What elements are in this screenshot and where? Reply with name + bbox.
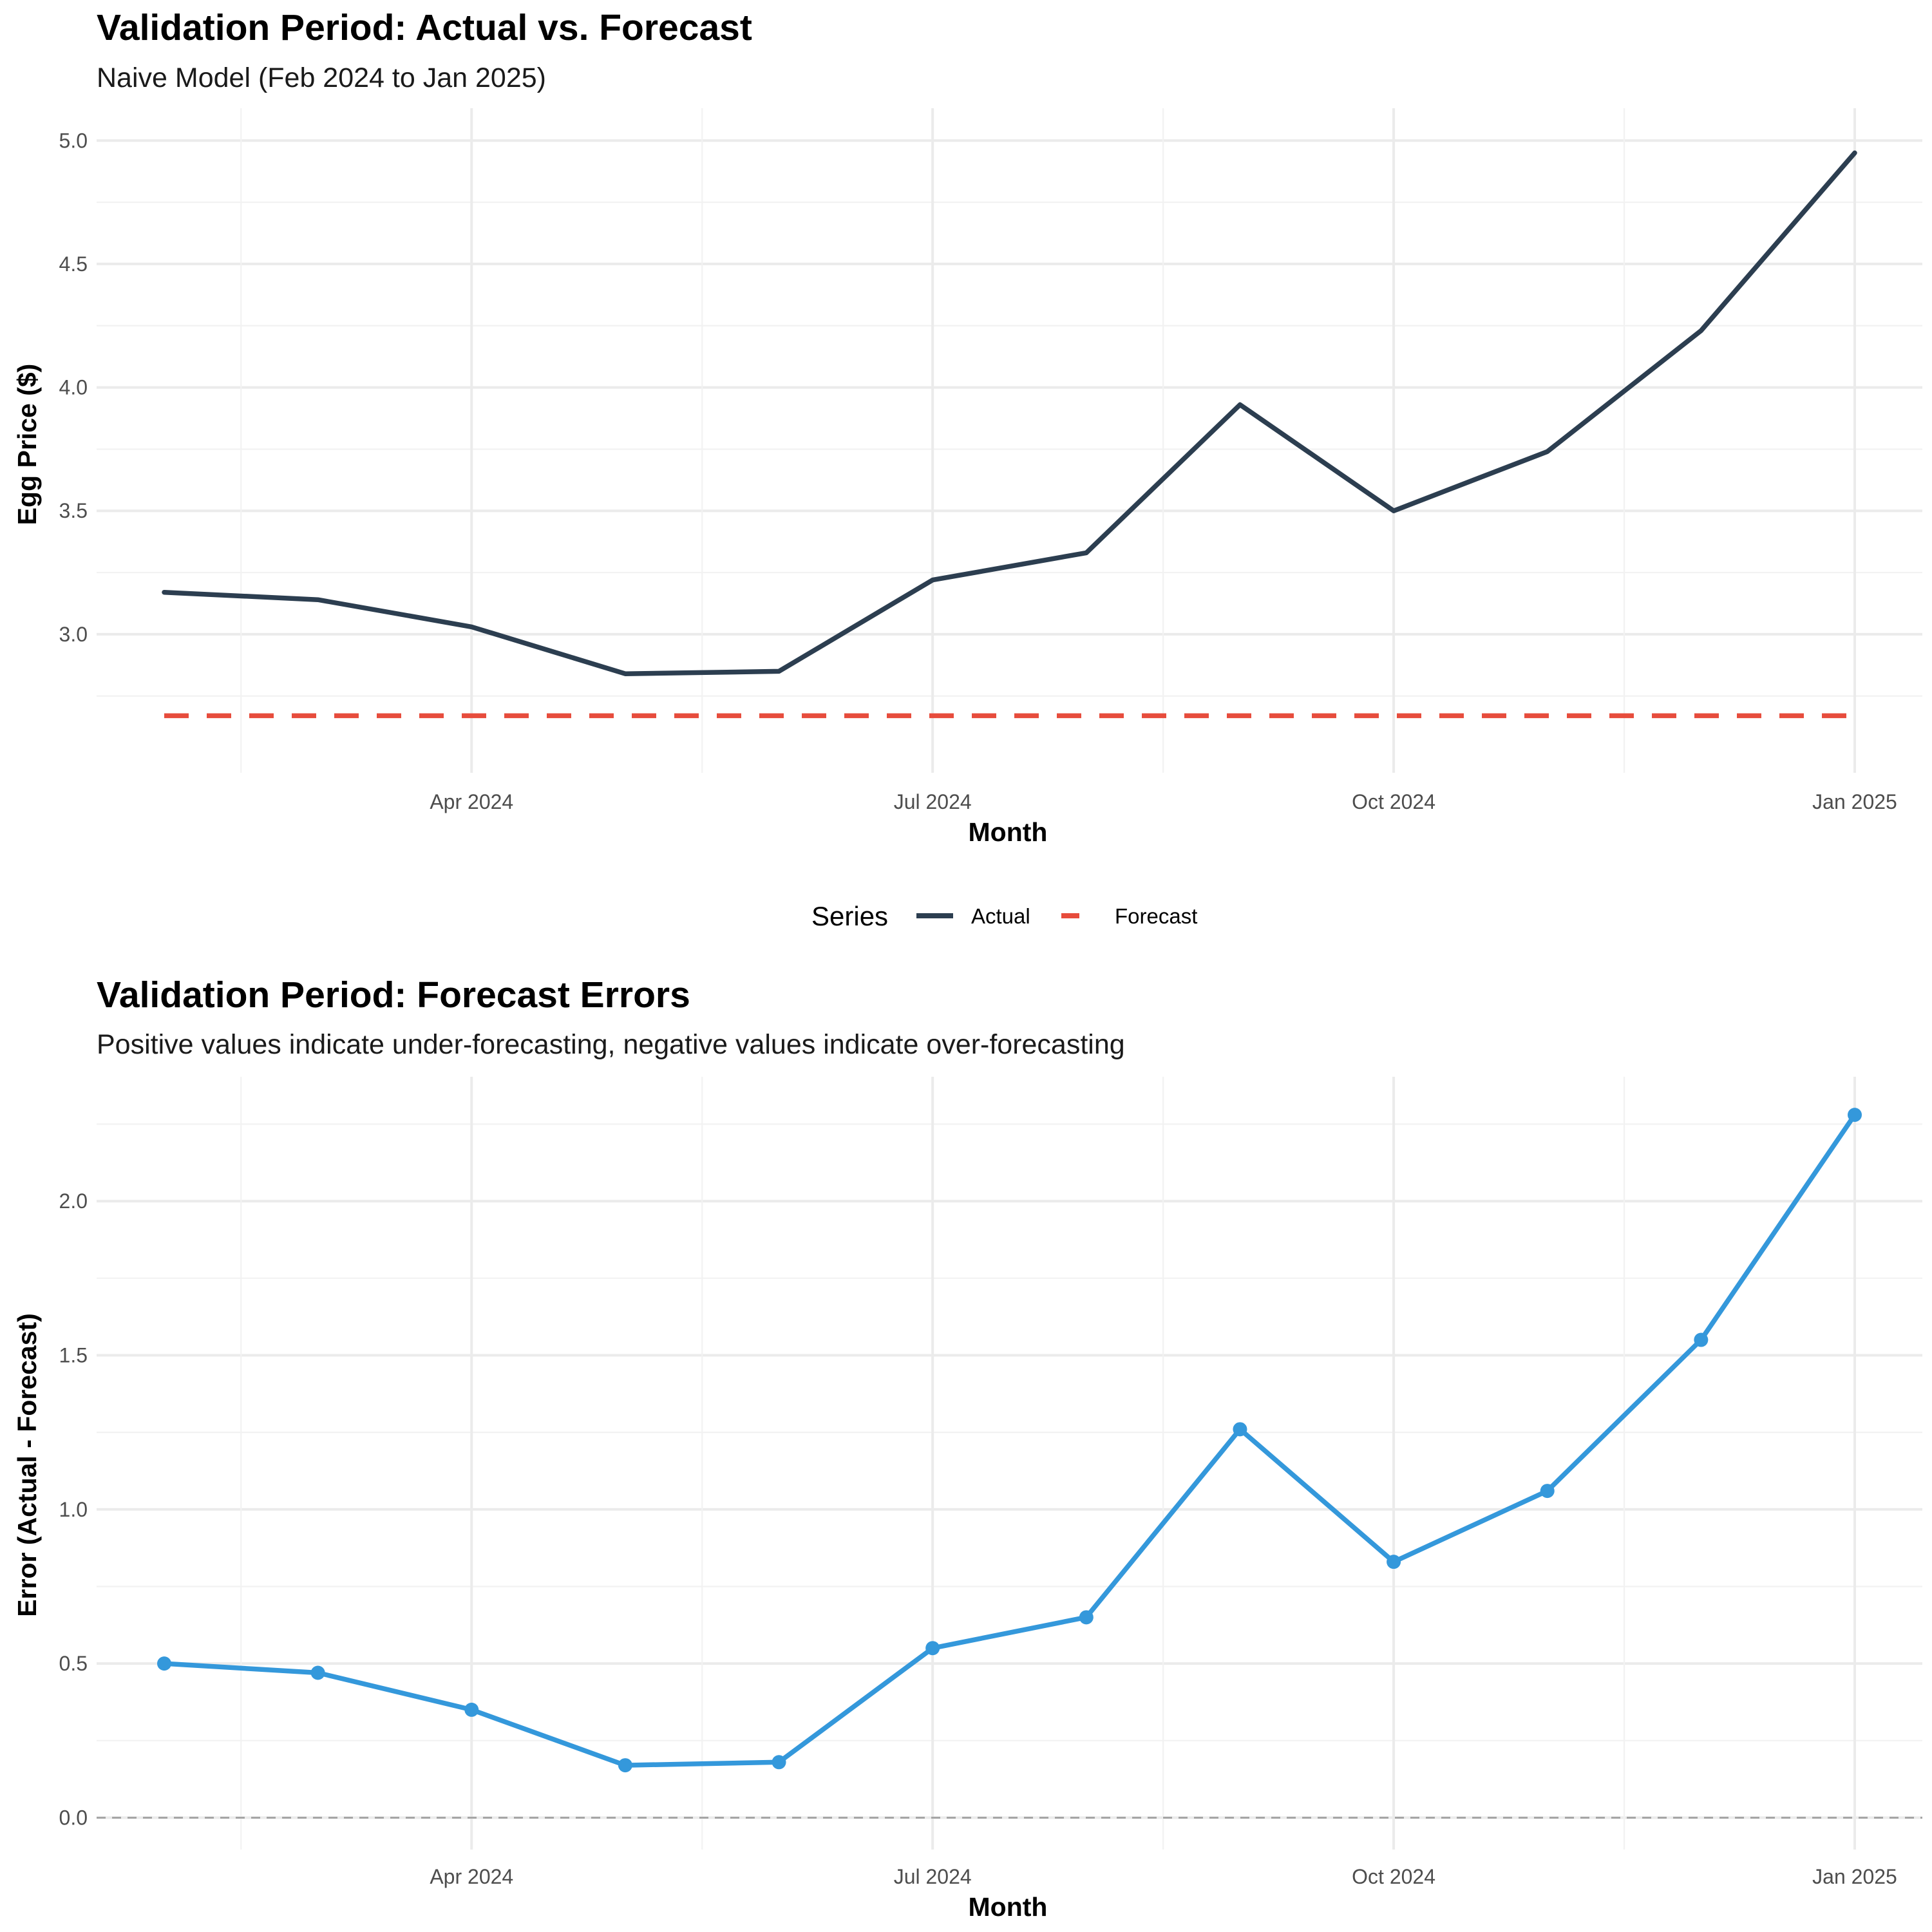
actual-vs-forecast-chart: Validation Period: Actual vs. Forecast N… xyxy=(12,7,1922,847)
x-tick-label: Jul 2024 xyxy=(894,1865,972,1888)
error-point xyxy=(310,1665,325,1680)
chart-2-x-ticks: Apr 2024 Jul 2024 Oct 2024 Jan 2025 xyxy=(430,1865,1897,1888)
series-actual-line xyxy=(162,150,1857,676)
y-tick-label: 1.5 xyxy=(59,1343,88,1367)
x-tick-label: Apr 2024 xyxy=(430,790,513,813)
y-tick-label: 5.0 xyxy=(59,129,88,152)
chart-1-x-axis-title: Month xyxy=(969,817,1048,847)
error-point xyxy=(157,1656,171,1671)
error-point xyxy=(1540,1484,1555,1499)
x-tick-label: Oct 2024 xyxy=(1352,1865,1435,1888)
chart-2-y-axis-title: Error (Actual - Forecast) xyxy=(12,1313,42,1617)
chart-2-gridlines xyxy=(97,1077,1922,1850)
error-point xyxy=(1848,1108,1862,1122)
x-tick-label: Apr 2024 xyxy=(430,1865,513,1888)
chart-1-y-axis-title: Egg Price ($) xyxy=(12,364,42,526)
chart-1-y-ticks: 3.0 3.5 4.0 4.5 5.0 xyxy=(59,129,88,646)
y-tick-label: 3.0 xyxy=(59,623,88,646)
x-tick-label: Jul 2024 xyxy=(894,790,972,813)
chart-1-gridlines xyxy=(97,108,1922,773)
legend-label-actual: Actual xyxy=(971,904,1030,928)
y-tick-label: 3.5 xyxy=(59,499,88,522)
error-point xyxy=(1079,1610,1094,1625)
chart-2-y-ticks: 0.0 0.5 1.0 1.5 2.0 xyxy=(59,1189,88,1829)
error-point xyxy=(925,1641,940,1656)
y-tick-label: 1.0 xyxy=(59,1498,88,1521)
chart-1-series xyxy=(162,150,1857,719)
y-tick-label: 0.5 xyxy=(59,1652,88,1675)
error-point xyxy=(1694,1332,1709,1347)
y-tick-label: 4.5 xyxy=(59,252,88,276)
chart-2-series xyxy=(157,1108,1862,1773)
chart-1-title: Validation Period: Actual vs. Forecast xyxy=(97,7,752,48)
error-point xyxy=(1387,1555,1401,1569)
error-point xyxy=(618,1758,632,1773)
legend: Series Actual Forecast xyxy=(811,901,1197,931)
error-point xyxy=(1233,1422,1247,1437)
y-tick-label: 2.0 xyxy=(59,1189,88,1213)
y-tick-label: 4.0 xyxy=(59,376,88,399)
chart-2-title: Validation Period: Forecast Errors xyxy=(97,974,690,1016)
legend-title: Series xyxy=(811,901,888,931)
chart-2-x-axis-title: Month xyxy=(969,1892,1048,1922)
chart-1-x-ticks: Apr 2024 Jul 2024 Oct 2024 Jan 2025 xyxy=(430,790,1897,813)
chart-1-subtitle: Naive Model (Feb 2024 to Jan 2025) xyxy=(97,62,546,93)
error-point xyxy=(464,1702,479,1717)
legend-label-forecast: Forecast xyxy=(1115,904,1197,928)
x-tick-label: Oct 2024 xyxy=(1352,790,1435,813)
x-tick-label: Jan 2025 xyxy=(1812,790,1897,813)
forecast-errors-chart: Validation Period: Forecast Errors Posit… xyxy=(12,974,1922,1922)
y-tick-label: 0.0 xyxy=(59,1806,88,1829)
error-point xyxy=(772,1755,786,1770)
error-series-line xyxy=(162,1112,1857,1768)
chart-2-subtitle: Positive values indicate under-forecasti… xyxy=(97,1029,1125,1060)
x-tick-label: Jan 2025 xyxy=(1812,1865,1897,1888)
